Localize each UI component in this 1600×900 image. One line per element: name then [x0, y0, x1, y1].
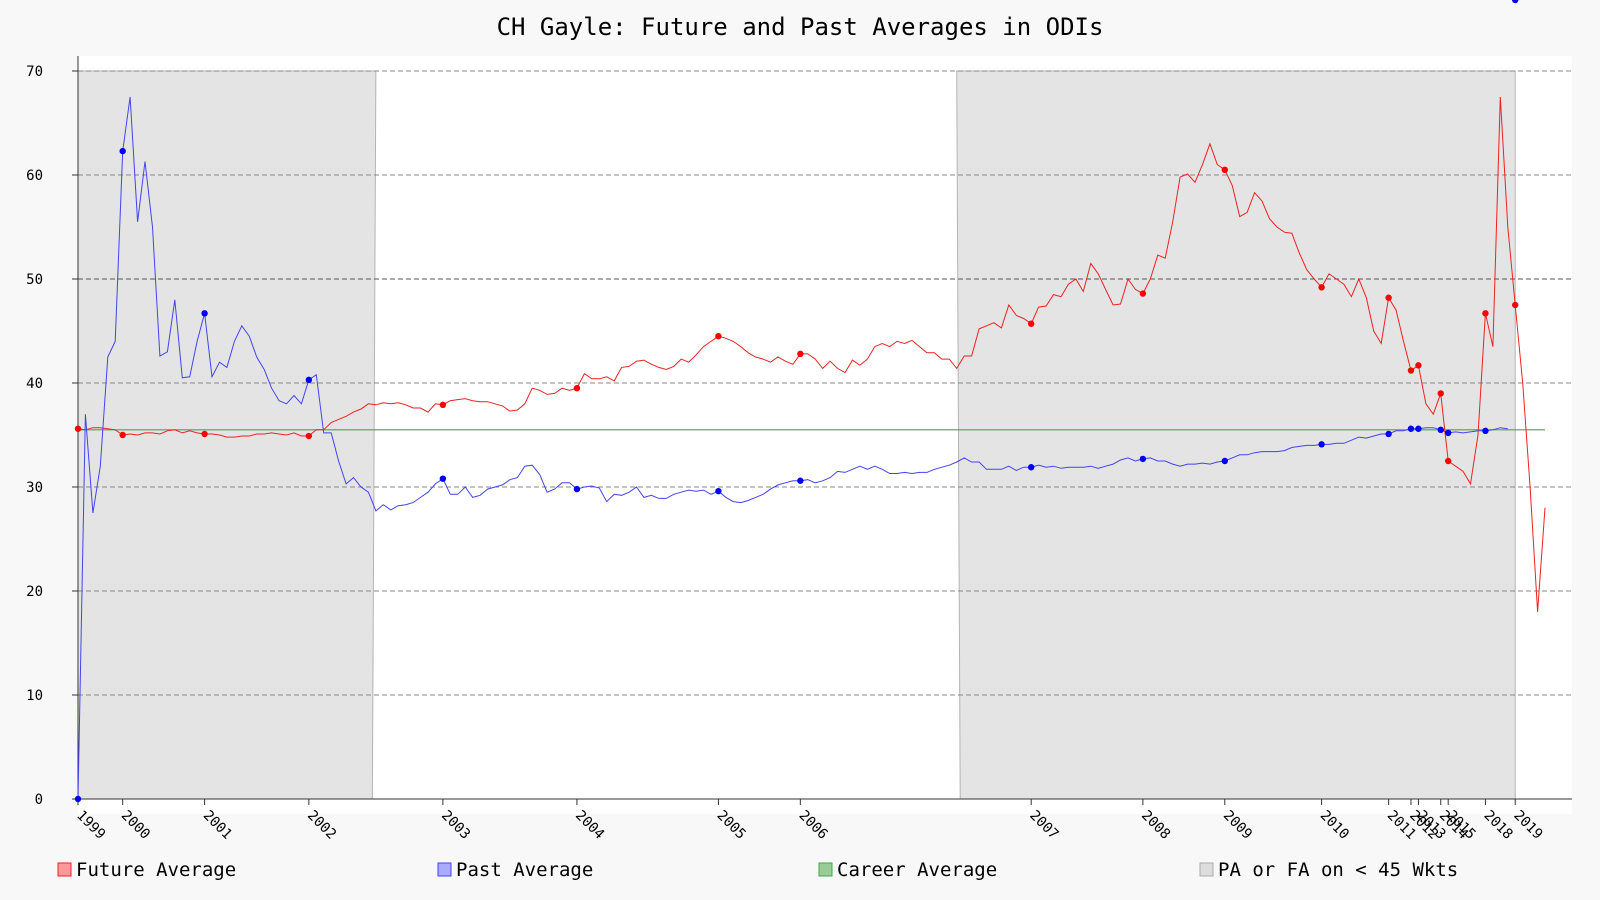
shaded-regions — [77, 70, 1516, 800]
series-lines — [77, 96, 1546, 800]
future-average-point-15 — [1415, 362, 1422, 369]
past-average-point-17 — [1444, 429, 1452, 437]
chart-title: CH Gayle: Future and Past Averages in OD… — [497, 13, 1104, 41]
past-average-point-19 — [1512, 0, 1519, 4]
past-average-point-8 — [797, 477, 804, 484]
past-average-point-14 — [1407, 425, 1415, 432]
y-tick-label-40: 40 — [26, 376, 43, 392]
y-tick-label-0: 0 — [35, 792, 43, 808]
future-average-point-2 — [119, 431, 126, 439]
future-average-point-11 — [1221, 166, 1228, 173]
future-average-point-10 — [1139, 290, 1147, 297]
y-tick-label-10: 10 — [26, 688, 43, 704]
past-average-point-4 — [305, 376, 313, 384]
future-average-point-8 — [797, 350, 804, 358]
future-average-point-1 — [74, 425, 82, 432]
past-average-point-7 — [715, 487, 722, 495]
future-average-point-3 — [201, 430, 208, 438]
past-average-point-6 — [573, 485, 581, 493]
past-average-point-9 — [1027, 464, 1035, 471]
future-average-point-18 — [1482, 310, 1489, 317]
future-average-point-17 — [1444, 457, 1452, 465]
legend-label-pa-or-fa: PA or FA on < 45 Wkts — [1218, 859, 1458, 881]
future-average-point-7 — [715, 333, 722, 340]
future-average-point-6 — [573, 385, 581, 392]
legend-label-career-average: Career Average — [837, 859, 997, 881]
legend-swatch-pa-or-fa — [1199, 862, 1214, 877]
future-average-point-5 — [439, 401, 447, 409]
legend-swatch-career-average — [818, 862, 833, 877]
y-tick-label-60: 60 — [26, 168, 43, 184]
future-average-line — [77, 96, 1546, 612]
shaded-region-2 — [956, 70, 1516, 800]
future-average-point-14 — [1407, 367, 1415, 374]
gridlines — [72, 70, 1572, 800]
future-average-point-13 — [1385, 294, 1392, 301]
future-average-point-12 — [1318, 284, 1325, 291]
past-average-line — [77, 96, 1508, 800]
past-average-point-16 — [1437, 426, 1444, 433]
legend-label-future-average: Future Average — [76, 859, 236, 881]
past-average-point-2 — [119, 147, 126, 155]
past-average-point-13 — [1385, 430, 1392, 438]
future-average-point-19 — [1512, 301, 1519, 309]
future-average-point-4 — [305, 432, 313, 440]
past-average-point-11 — [1221, 457, 1228, 465]
future-average-point-16 — [1437, 390, 1444, 397]
past-average-point-3 — [201, 310, 208, 317]
past-average-point-10 — [1139, 455, 1147, 463]
y-tick-label-30: 30 — [26, 480, 43, 496]
past-average-point-5 — [439, 475, 447, 482]
y-tick-label-70: 70 — [26, 64, 43, 80]
legend-swatch-future-average — [57, 862, 72, 877]
past-average-point-1 — [74, 795, 82, 803]
future-average-point-9 — [1027, 320, 1035, 327]
series-markers — [74, 0, 1519, 803]
legend-label-past-average: Past Average — [456, 859, 593, 881]
legend-swatch-past-average — [437, 862, 452, 877]
y-tick-labels: 0 10 20 30 40 50 60 70 — [26, 64, 43, 808]
legend: Future Average Past Average Career Average… — [57, 859, 1458, 881]
y-tick-label-50: 50 — [26, 272, 43, 288]
past-average-point-12 — [1318, 441, 1325, 448]
past-average-point-18 — [1482, 427, 1489, 435]
y-tick-label-20: 20 — [26, 584, 43, 600]
past-average-point-15 — [1415, 425, 1422, 432]
